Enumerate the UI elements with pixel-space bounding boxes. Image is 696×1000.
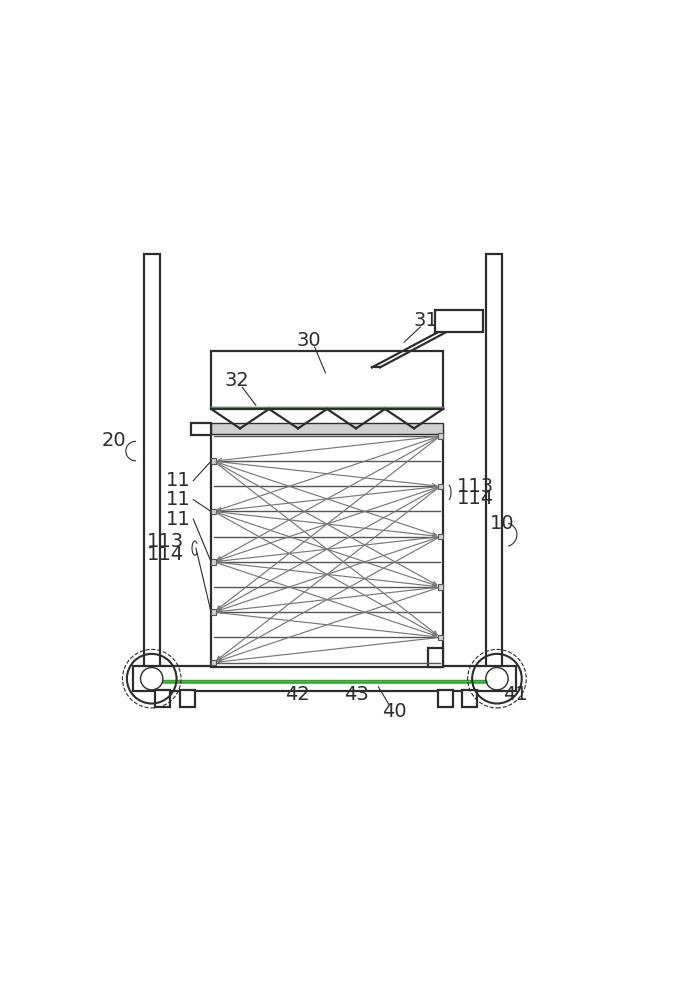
Bar bbox=[211, 432, 443, 667]
Bar bbox=[435, 310, 484, 332]
Bar bbox=[211, 509, 216, 514]
Bar bbox=[211, 458, 216, 464]
Bar bbox=[180, 690, 195, 707]
Bar bbox=[211, 609, 216, 615]
Bar bbox=[211, 423, 443, 434]
Bar bbox=[462, 690, 477, 707]
Bar bbox=[155, 690, 170, 707]
Text: 11: 11 bbox=[166, 510, 191, 529]
Bar bbox=[143, 254, 160, 680]
Bar bbox=[133, 666, 516, 691]
Text: 41: 41 bbox=[503, 685, 528, 704]
Bar bbox=[438, 690, 452, 707]
Bar bbox=[486, 254, 503, 680]
Bar bbox=[438, 534, 443, 539]
Bar bbox=[438, 635, 443, 640]
Bar bbox=[438, 484, 443, 489]
Text: 40: 40 bbox=[382, 702, 406, 721]
Text: 113: 113 bbox=[457, 477, 493, 496]
Text: 10: 10 bbox=[490, 514, 514, 533]
Text: 11: 11 bbox=[166, 490, 191, 509]
Text: 20: 20 bbox=[101, 431, 126, 450]
Bar bbox=[191, 423, 211, 435]
Text: 42: 42 bbox=[285, 685, 310, 704]
Text: 43: 43 bbox=[345, 685, 369, 704]
Text: 114: 114 bbox=[457, 489, 493, 508]
Bar bbox=[438, 433, 443, 439]
Bar bbox=[211, 660, 216, 665]
Bar bbox=[211, 351, 443, 408]
Text: 32: 32 bbox=[225, 371, 249, 390]
Text: 113: 113 bbox=[147, 532, 184, 551]
Bar bbox=[438, 584, 443, 590]
Text: 114: 114 bbox=[147, 545, 184, 564]
Bar bbox=[211, 559, 216, 565]
Text: 11: 11 bbox=[166, 471, 191, 490]
Bar bbox=[428, 648, 443, 667]
Text: 30: 30 bbox=[297, 331, 322, 350]
Text: 31: 31 bbox=[413, 311, 438, 330]
